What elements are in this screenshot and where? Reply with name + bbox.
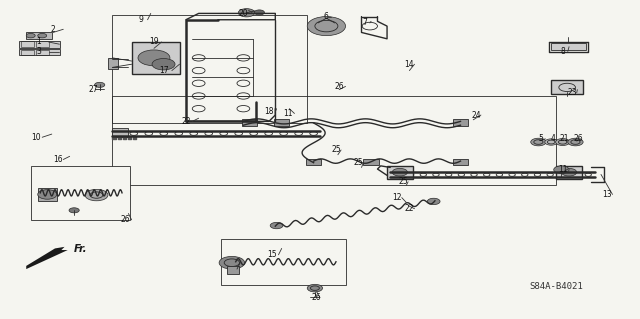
Circle shape — [531, 138, 546, 146]
Text: 12: 12 — [392, 193, 401, 202]
Text: 25: 25 — [353, 158, 363, 167]
Circle shape — [95, 82, 105, 87]
Text: 8: 8 — [560, 47, 565, 56]
Circle shape — [554, 166, 569, 174]
Bar — [274, 119, 289, 125]
Circle shape — [270, 222, 283, 229]
Circle shape — [568, 138, 583, 146]
Text: 22: 22 — [181, 117, 191, 126]
Text: 25: 25 — [398, 177, 408, 186]
Circle shape — [38, 33, 47, 38]
Bar — [453, 159, 468, 165]
Circle shape — [38, 190, 57, 199]
Bar — [21, 50, 34, 55]
Bar — [113, 128, 129, 137]
Text: 3: 3 — [36, 47, 42, 56]
Text: 4: 4 — [550, 134, 556, 143]
Text: 9: 9 — [139, 15, 143, 24]
Text: 15: 15 — [268, 250, 277, 259]
Text: 23: 23 — [568, 88, 577, 97]
Bar — [36, 50, 49, 55]
Text: 13: 13 — [603, 190, 612, 199]
Bar — [556, 166, 582, 179]
Text: 2: 2 — [51, 25, 56, 34]
Bar — [453, 119, 468, 125]
Text: Fr.: Fr. — [74, 244, 88, 254]
Bar — [36, 41, 49, 47]
Text: 24: 24 — [472, 111, 481, 120]
Text: 26: 26 — [334, 82, 344, 91]
Circle shape — [152, 58, 175, 70]
Text: 18: 18 — [264, 108, 274, 116]
Text: 20: 20 — [239, 9, 248, 18]
Bar — [306, 159, 321, 165]
Bar — [26, 32, 52, 40]
Bar — [132, 42, 179, 74]
Circle shape — [392, 168, 408, 176]
Circle shape — [69, 208, 79, 213]
Circle shape — [561, 168, 577, 176]
Circle shape — [307, 17, 346, 36]
Text: 26: 26 — [574, 134, 584, 143]
Circle shape — [138, 50, 170, 66]
Text: 21: 21 — [559, 134, 569, 143]
Bar — [21, 41, 34, 47]
Text: 10: 10 — [31, 133, 40, 142]
Bar — [227, 266, 239, 274]
Circle shape — [219, 256, 244, 269]
Bar — [31, 166, 131, 220]
Text: 11: 11 — [284, 109, 293, 118]
Bar — [551, 43, 586, 50]
Circle shape — [238, 9, 255, 17]
Text: 19: 19 — [149, 38, 159, 47]
Text: 16: 16 — [53, 155, 63, 164]
Circle shape — [428, 198, 440, 204]
Circle shape — [556, 138, 570, 145]
Bar — [387, 166, 413, 179]
Bar — [19, 49, 60, 55]
Text: 22: 22 — [404, 204, 414, 213]
Text: S84A-B4021: S84A-B4021 — [529, 282, 583, 291]
Text: 26: 26 — [120, 215, 130, 224]
Text: 17: 17 — [159, 66, 168, 75]
Text: 1: 1 — [36, 38, 42, 47]
Text: 5: 5 — [538, 134, 543, 143]
Text: 11: 11 — [558, 165, 568, 174]
Circle shape — [85, 189, 108, 201]
Bar — [242, 119, 257, 125]
Bar — [108, 58, 118, 69]
Bar — [38, 188, 57, 201]
Bar — [19, 41, 60, 48]
Bar — [364, 159, 379, 165]
Circle shape — [26, 33, 35, 38]
Text: 6: 6 — [324, 12, 329, 21]
Polygon shape — [26, 247, 68, 269]
Circle shape — [307, 284, 323, 292]
Text: 7: 7 — [362, 19, 367, 27]
Text: 25: 25 — [331, 145, 340, 154]
Text: 14: 14 — [404, 60, 414, 69]
Bar — [551, 80, 583, 94]
Text: 26: 26 — [312, 293, 322, 302]
Bar — [221, 239, 346, 285]
Circle shape — [254, 10, 264, 15]
Text: 27: 27 — [88, 85, 98, 94]
Circle shape — [545, 139, 557, 145]
